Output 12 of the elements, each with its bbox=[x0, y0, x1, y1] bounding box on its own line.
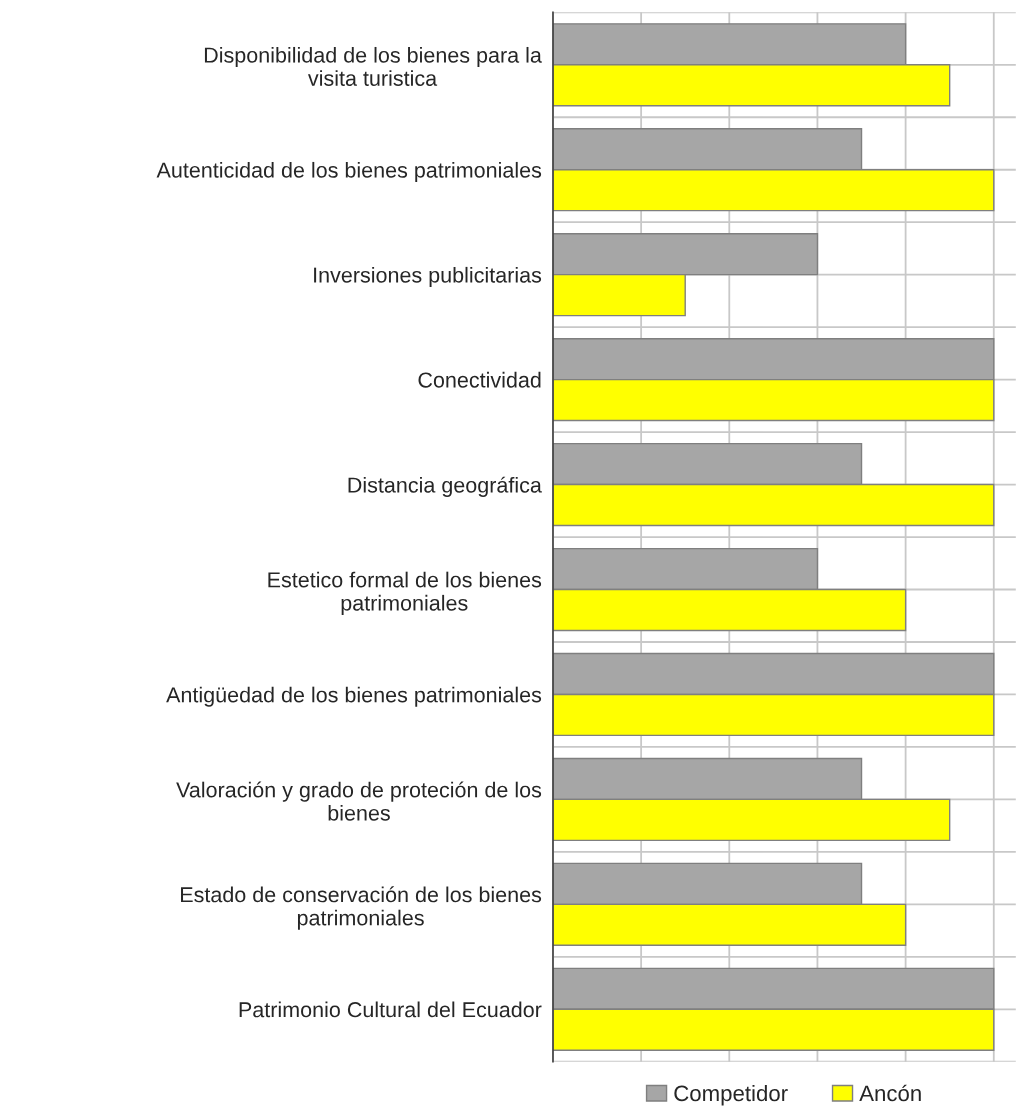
y-tick-label: Distancia geográfica bbox=[348, 476, 542, 497]
y-tick-label: Autenticidad de los bienes patrimoniales bbox=[156, 161, 542, 182]
y-tick-label: Patrimonio Cultural del Ecuador bbox=[239, 1001, 542, 1018]
y-tick-label: Disponibilidad de los bienes para la visita turistica bbox=[204, 46, 542, 86]
legend-label: Ancón bbox=[859, 1084, 921, 1102]
y-tick-label: Conectividad bbox=[418, 371, 541, 388]
y-tick-label: Estado de conservación de los bienes patrimoniales bbox=[181, 886, 542, 930]
y-tick-label: Valoración y grado de proteción de los bienes bbox=[176, 781, 542, 821]
y-tick-label: Inversiones publicitarias bbox=[314, 266, 542, 287]
legend-label: Competidor bbox=[674, 1084, 788, 1106]
y-tick-label: Antigüedad de los bienes patrimoniales bbox=[166, 686, 542, 707]
y-tick-label: Estetico formal de los bienes patrimoniales bbox=[268, 571, 542, 615]
